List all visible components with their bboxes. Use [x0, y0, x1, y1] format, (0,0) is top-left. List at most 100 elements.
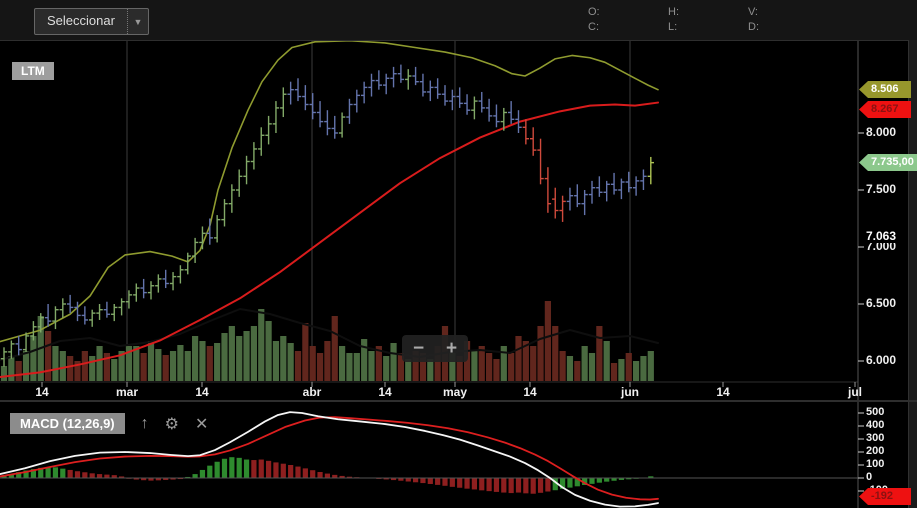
volume-bar: [610, 363, 618, 381]
macd-histogram-bar: [67, 469, 73, 478]
volume-bar: [574, 361, 581, 381]
ohlc-bar: [52, 306, 59, 330]
chevron-down-icon[interactable]: ▼: [126, 9, 148, 34]
volume-bar: [177, 345, 184, 381]
macd-tick-label: 300: [866, 432, 885, 444]
x-axis-label: may: [442, 385, 468, 399]
macd-histogram-bar: [648, 476, 654, 478]
ohlc-bar: [427, 80, 434, 102]
macd-histogram-bar: [626, 478, 632, 480]
macd-histogram-bar: [214, 461, 220, 478]
ohlc-bar: [184, 252, 191, 275]
volume-bar: [96, 346, 103, 381]
macd-histogram-bar: [523, 478, 529, 494]
ohlc-bar: [463, 94, 471, 115]
macd-histogram-bar: [435, 478, 441, 485]
ohlc-bar: [456, 87, 463, 108]
macd-histogram-bar: [493, 478, 500, 492]
ohlc-bar: [199, 226, 206, 250]
ohlc-bar: [405, 69, 412, 90]
ohlc-bar: [81, 306, 89, 325]
instrument-select-dropdown[interactable]: Seleccionar ▼: [34, 8, 149, 35]
macd-histogram-bar: [295, 466, 301, 478]
volume-bar: [236, 336, 243, 381]
volume-bar: [405, 359, 412, 381]
zoom-in-button[interactable]: +: [435, 335, 468, 362]
ohlc-bar: [522, 119, 530, 145]
ohlc-bar: [66, 294, 74, 314]
volume-bar: [272, 341, 280, 381]
volume-bar: [522, 341, 529, 381]
macd-histogram-bar: [420, 478, 426, 484]
macd-histogram-bar: [1, 476, 7, 478]
ohlc-bar: [287, 81, 294, 105]
ohlc-bar: [625, 171, 632, 193]
x-axis-label: mar: [115, 385, 139, 399]
quote-fields-hl: H: L:: [668, 5, 679, 35]
macd-histogram-bar: [74, 471, 81, 478]
macd-histogram-bar: [457, 478, 463, 488]
macd-tick-label: 100: [866, 458, 885, 470]
volume-bar: [0, 366, 8, 381]
gear-icon: ⚙: [164, 415, 179, 433]
volume-bar: [221, 333, 228, 381]
volume-bar: [309, 346, 316, 381]
volume-bar: [302, 323, 309, 381]
ohlc-bar: [250, 142, 258, 170]
panel-divider[interactable]: [0, 400, 917, 402]
ohlc-bar: [640, 169, 647, 190]
macd-histogram-bar: [574, 478, 580, 487]
macd-histogram-bar: [464, 478, 470, 489]
ohlc-bar: [537, 138, 544, 185]
macd-histogram-bar: [185, 476, 191, 478]
quote-field-volume: V:: [748, 6, 758, 18]
volume-bar: [493, 359, 500, 381]
ohlc-bar: [397, 64, 405, 83]
macd-histogram-bar: [604, 478, 610, 482]
volume-bar: [111, 359, 118, 381]
volume-bar: [133, 346, 140, 381]
ohlc-bar: [147, 281, 155, 300]
ohlc-bar: [346, 98, 353, 124]
volume-bar: [30, 336, 37, 381]
ohlc-bar: [383, 73, 390, 95]
volume-bar: [412, 351, 419, 381]
macd-histogram-bar: [317, 472, 323, 478]
ohlc-bar: [0, 347, 8, 367]
right-edge-strip[interactable]: [908, 40, 917, 508]
macd-close-button[interactable]: ✕: [195, 414, 208, 434]
ohlc-bar: [177, 265, 184, 284]
volume-bar: [81, 351, 88, 381]
macd-settings-button[interactable]: ⚙: [165, 414, 179, 434]
macd-histogram-bar: [560, 478, 566, 489]
macd-histogram-bar: [60, 468, 66, 478]
macd-histogram-bar: [567, 478, 573, 488]
macd-histogram-bar: [339, 475, 345, 478]
ohlc-bar: [375, 70, 383, 90]
ohlc-bar: [265, 115, 272, 145]
macd-histogram-bar: [266, 460, 272, 478]
macd-maximize-button[interactable]: ↑: [141, 415, 149, 433]
volume-bar: [243, 331, 250, 381]
macd-histogram-bar: [427, 478, 433, 484]
volume-bar: [125, 346, 133, 381]
macd-histogram-bar: [552, 478, 558, 491]
zoom-out-button[interactable]: −: [402, 335, 435, 362]
macd-main-line: [0, 411, 659, 508]
macd-histogram-bar: [38, 467, 44, 478]
ohlc-bar: [368, 73, 375, 97]
macd-histogram-bar: [192, 474, 198, 478]
macd-histogram-bar: [148, 478, 154, 481]
x-axis-label: jul: [848, 385, 862, 399]
volume-bar: [471, 351, 478, 381]
ohlc-bar: [243, 155, 250, 185]
timeframe-badge: LTM: [12, 62, 54, 80]
ohlc-bar: [618, 178, 625, 200]
ohlc-bar: [221, 199, 228, 227]
quote-fields-vd: V: D:: [748, 5, 759, 35]
ohlc-bar: [8, 340, 15, 359]
x-axis-label: 14: [716, 385, 730, 399]
macd-histogram-bar: [133, 478, 139, 480]
